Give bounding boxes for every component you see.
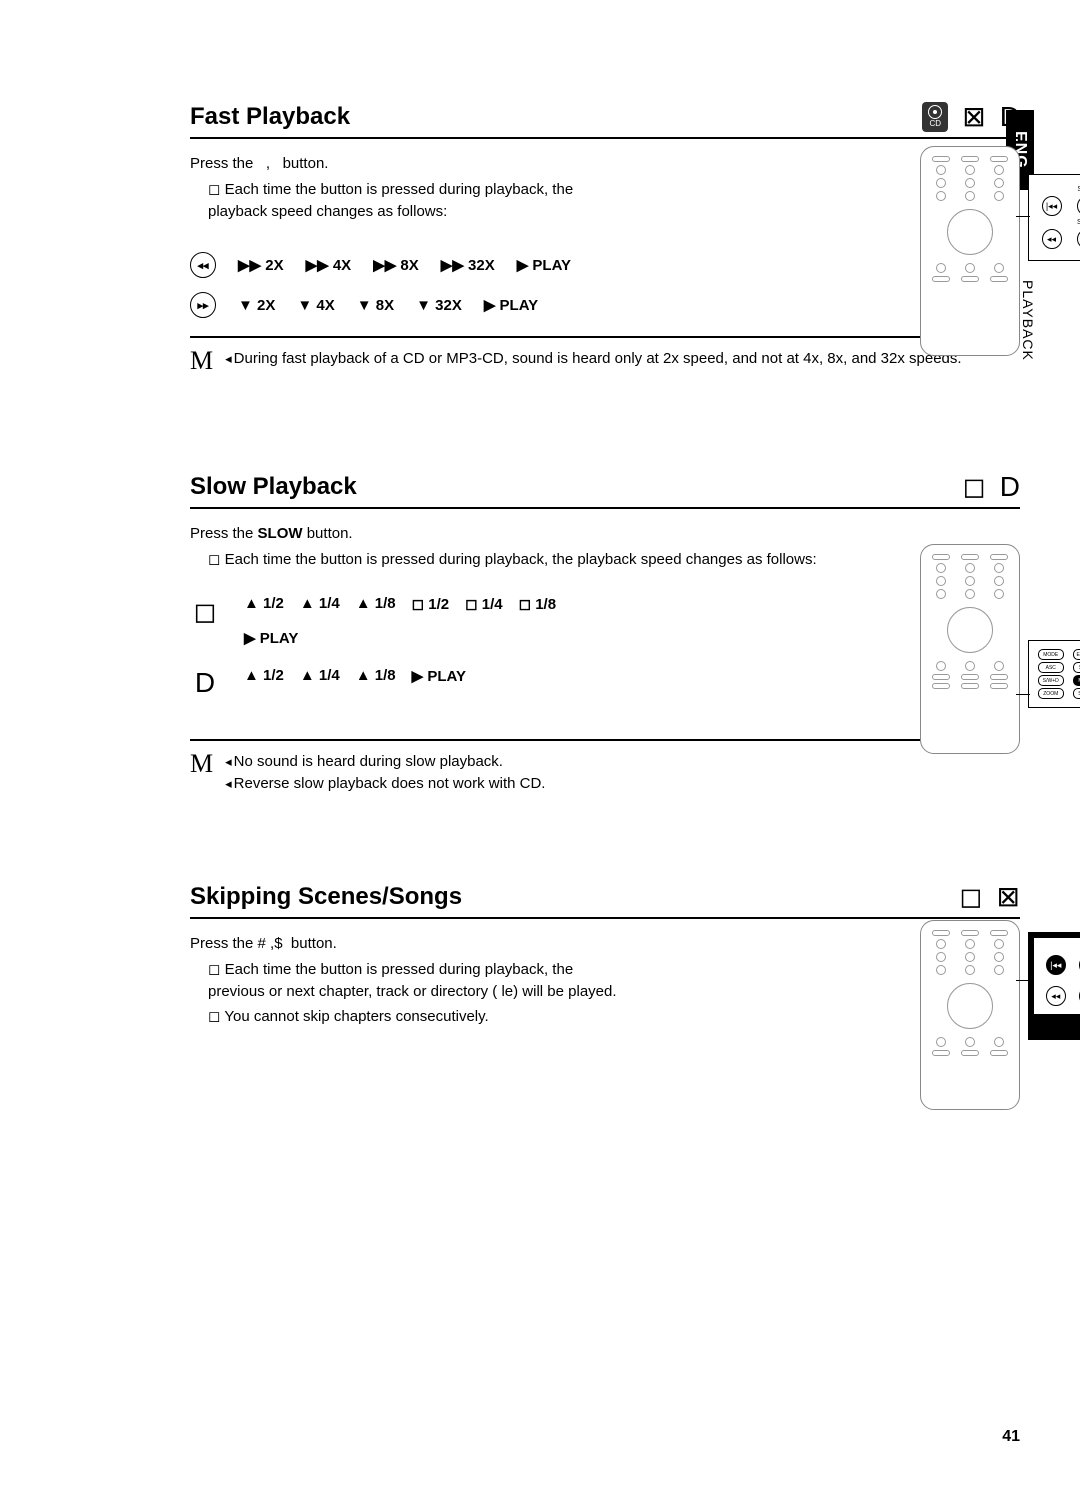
slow-note: M No sound is heard during slow playback…	[190, 751, 1020, 796]
section-title-row: Slow Playback ◻ D	[190, 470, 1020, 509]
remote-icon	[920, 544, 1020, 754]
section-title-row: Skipping Scenes/Songs ◻ ⊠	[190, 880, 1020, 919]
page-number: 41	[1002, 1428, 1020, 1446]
section-title: Skipping Scenes/Songs	[190, 883, 462, 917]
dvd-icon: ⊠	[997, 880, 1020, 913]
divx-icon: ◻	[190, 595, 220, 628]
dvd-icon: D	[190, 667, 220, 699]
slow-playback-section: Slow Playback ◻ D Press the SLOW button.…	[190, 470, 1020, 850]
forward-button-icon: ▸▸	[190, 292, 216, 318]
divx-icon: ◻	[963, 470, 986, 503]
skip-prev-icon: |◂◂	[1046, 955, 1066, 975]
stop-icon: ■	[1077, 229, 1080, 249]
transport-callout: STEPPAUSE |◂◂ ❙❙ ▸▸| STOPPLAY ◂◂ ■ ▸ ▸▸	[1028, 174, 1080, 261]
slow-seq-1: ◻ ▲ 1/2▲ 1/4▲ 1/8 ◻ 1/2◻ 1/4◻ 1/8 ▶ PLAY	[190, 595, 1020, 647]
section-title: Slow Playback	[190, 473, 357, 507]
note-marker-icon: M	[190, 751, 213, 796]
remote-icon	[920, 146, 1020, 356]
remote-icon	[920, 920, 1020, 1110]
fast-note: M During fast playback of a CD or MP3-CD…	[190, 348, 1020, 374]
format-icons: CD ⊠ D	[922, 100, 1020, 137]
remote-illustration: MODEEFFECT DSP/EQINFO ASCSLOW LOGOSOUND …	[920, 544, 1020, 754]
fast-instructions: Press the , button. ◻ Each time the butt…	[190, 153, 630, 222]
rewind-icon: ◂◂	[1042, 229, 1062, 249]
remote-illustration: STEPPAUSE |◂◂ ❙❙ ▸▸| STOPPLAY ◂◂ ■ ▸ ▸▸	[920, 920, 1020, 1110]
note-marker-icon: M	[190, 348, 213, 374]
format-icons: ◻ D	[963, 470, 1020, 507]
fast-playback-section: Fast Playback CD ⊠ D Press the , button.…	[190, 100, 1020, 440]
dvd-icon: D	[1000, 471, 1020, 503]
slow-seq-2: D ▲ 1/2▲ 1/4▲ 1/8 ▶ PLAY	[190, 667, 1020, 699]
divx-icon: ◻	[959, 880, 982, 913]
function-buttons-callout: MODEEFFECT DSP/EQINFO ASCSLOW LOGOSOUND …	[1028, 640, 1080, 708]
remote-illustration: STEPPAUSE |◂◂ ❙❙ ▸▸| STOPPLAY ◂◂ ■ ▸ ▸▸	[920, 146, 1020, 356]
divx-icon: ⊠	[962, 100, 985, 133]
skip-prev-icon: |◂◂	[1042, 196, 1062, 216]
fast-speed-row-1: ◂◂ ▶▶ 2X ▶▶ 4X ▶▶ 8X ▶▶ 32X ▶ PLAY	[190, 252, 1020, 278]
dvd-icon: D	[1000, 101, 1020, 133]
skipping-section: Skipping Scenes/Songs ◻ ⊠ Press the # ,$…	[190, 880, 1020, 1100]
transport-callout: STEPPAUSE |◂◂ ❙❙ ▸▸| STOPPLAY ◂◂ ■ ▸ ▸▸	[1028, 932, 1080, 1040]
step-icon	[1077, 196, 1080, 216]
cd-icon: CD	[922, 102, 948, 132]
section-title: Fast Playback	[190, 103, 350, 137]
skip-instructions: Press the # ,$ button. ◻ Each time the b…	[190, 933, 630, 1028]
slow-instructions: Press the SLOW button. ◻ Each time the b…	[190, 523, 1020, 571]
section-title-row: Fast Playback CD ⊠ D	[190, 100, 1020, 139]
rewind-icon: ◂◂	[1046, 986, 1066, 1006]
manual-page: ENG PLAYBACK Fast Playback CD ⊠ D Press …	[0, 0, 1080, 1492]
format-icons: ◻ ⊠	[959, 880, 1020, 917]
section-tab: PLAYBACK	[1020, 280, 1036, 361]
fast-speed-row-2: ▸▸ ▼ 2X ▼ 4X ▼ 8X ▼ 32X ▶ PLAY	[190, 292, 1020, 318]
rewind-button-icon: ◂◂	[190, 252, 216, 278]
